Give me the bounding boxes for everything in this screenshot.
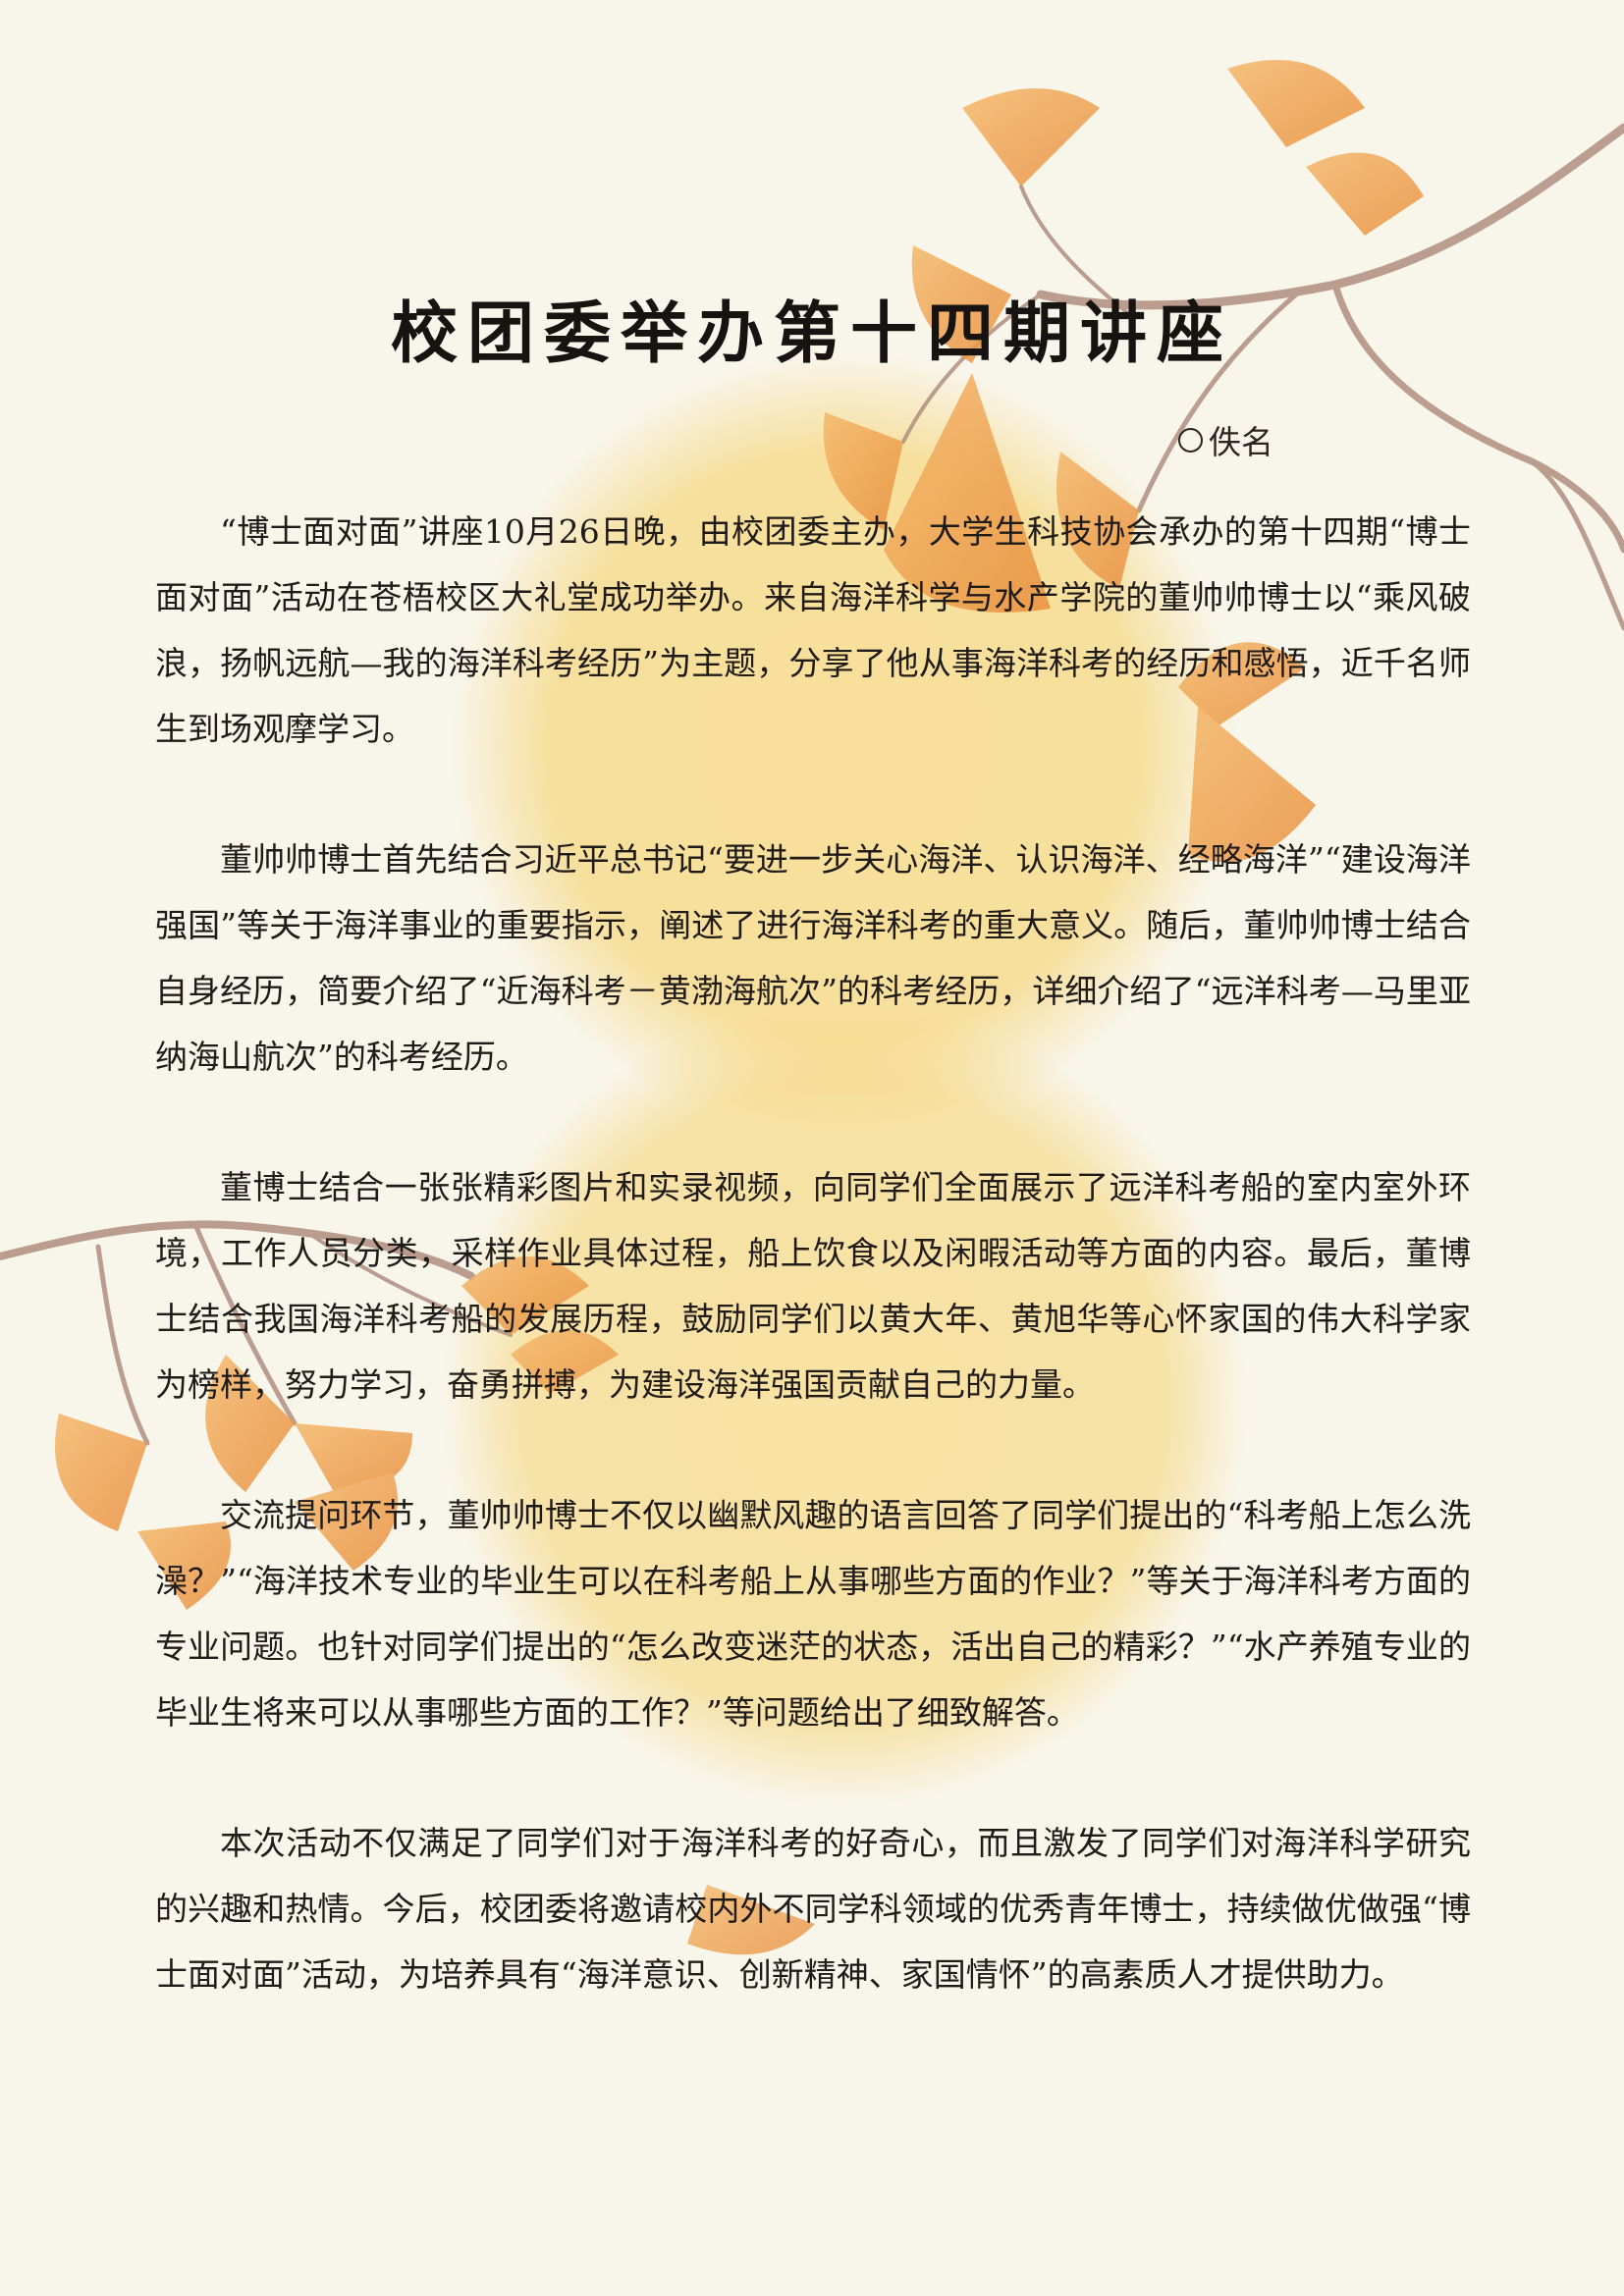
page-title: 校团委举办第十四期讲座 (390, 294, 1233, 373)
ginkgo-leaves-upper (823, 60, 1424, 863)
ginkgo-branch-upper (901, 123, 1624, 631)
ginkgo-branch-lower (0, 1220, 513, 1446)
article-body: “博士面对面”讲座10月26日晚，由校团委主办，大学生科技协会承办的第十四期“博… (155, 499, 1471, 2072)
paragraph: 董博士结合一张张精彩图片和实录视频，向同学们全面展示了远洋科考船的室内室外环境，… (155, 1168, 1471, 1404)
author-name: 佚名 (1209, 423, 1273, 461)
ginkgo-leaves-lower (55, 1256, 589, 1610)
sun-circle-upper (452, 353, 1237, 1139)
circle-icon (1178, 427, 1203, 453)
paragraph: 本次活动不仅满足了同学们对于海洋科考的好奇心，而且激发了同学们对海洋科学研究的兴… (155, 1824, 1471, 1994)
paragraph: 董帅帅博士首先结合习近平总书记“要进一步关心海洋、认识海洋、经略海洋”“建设海洋… (155, 840, 1471, 1076)
author-line: 佚名 (1178, 416, 1273, 463)
paragraph: 交流提问环节，董帅帅博士不仅以幽默风趣的语言回答了同学们提出的“科考船上怎么洗澡… (155, 1496, 1471, 1732)
paragraph: “博士面对面”讲座10月26日晚，由校团委主办，大学生科技协会承办的第十四期“博… (155, 512, 1471, 748)
ginkgo-leaves-scattered (511, 1330, 815, 1955)
sun-circle-lower (442, 1001, 1247, 1806)
